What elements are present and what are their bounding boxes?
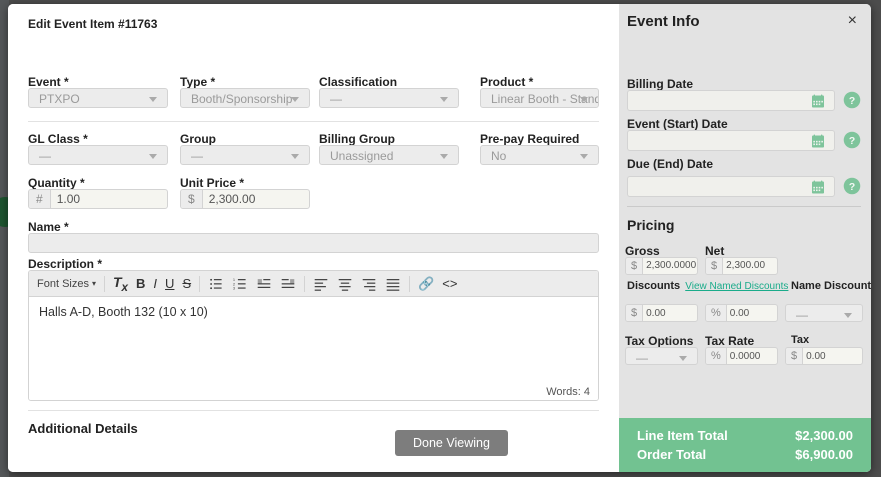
svg-text:?: ?	[849, 182, 855, 193]
svg-text:1: 1	[233, 278, 235, 282]
svg-text:2: 2	[233, 282, 235, 286]
svg-text:?: ?	[849, 136, 855, 147]
svg-text:?: ?	[849, 96, 855, 107]
svg-text:3: 3	[233, 286, 235, 290]
